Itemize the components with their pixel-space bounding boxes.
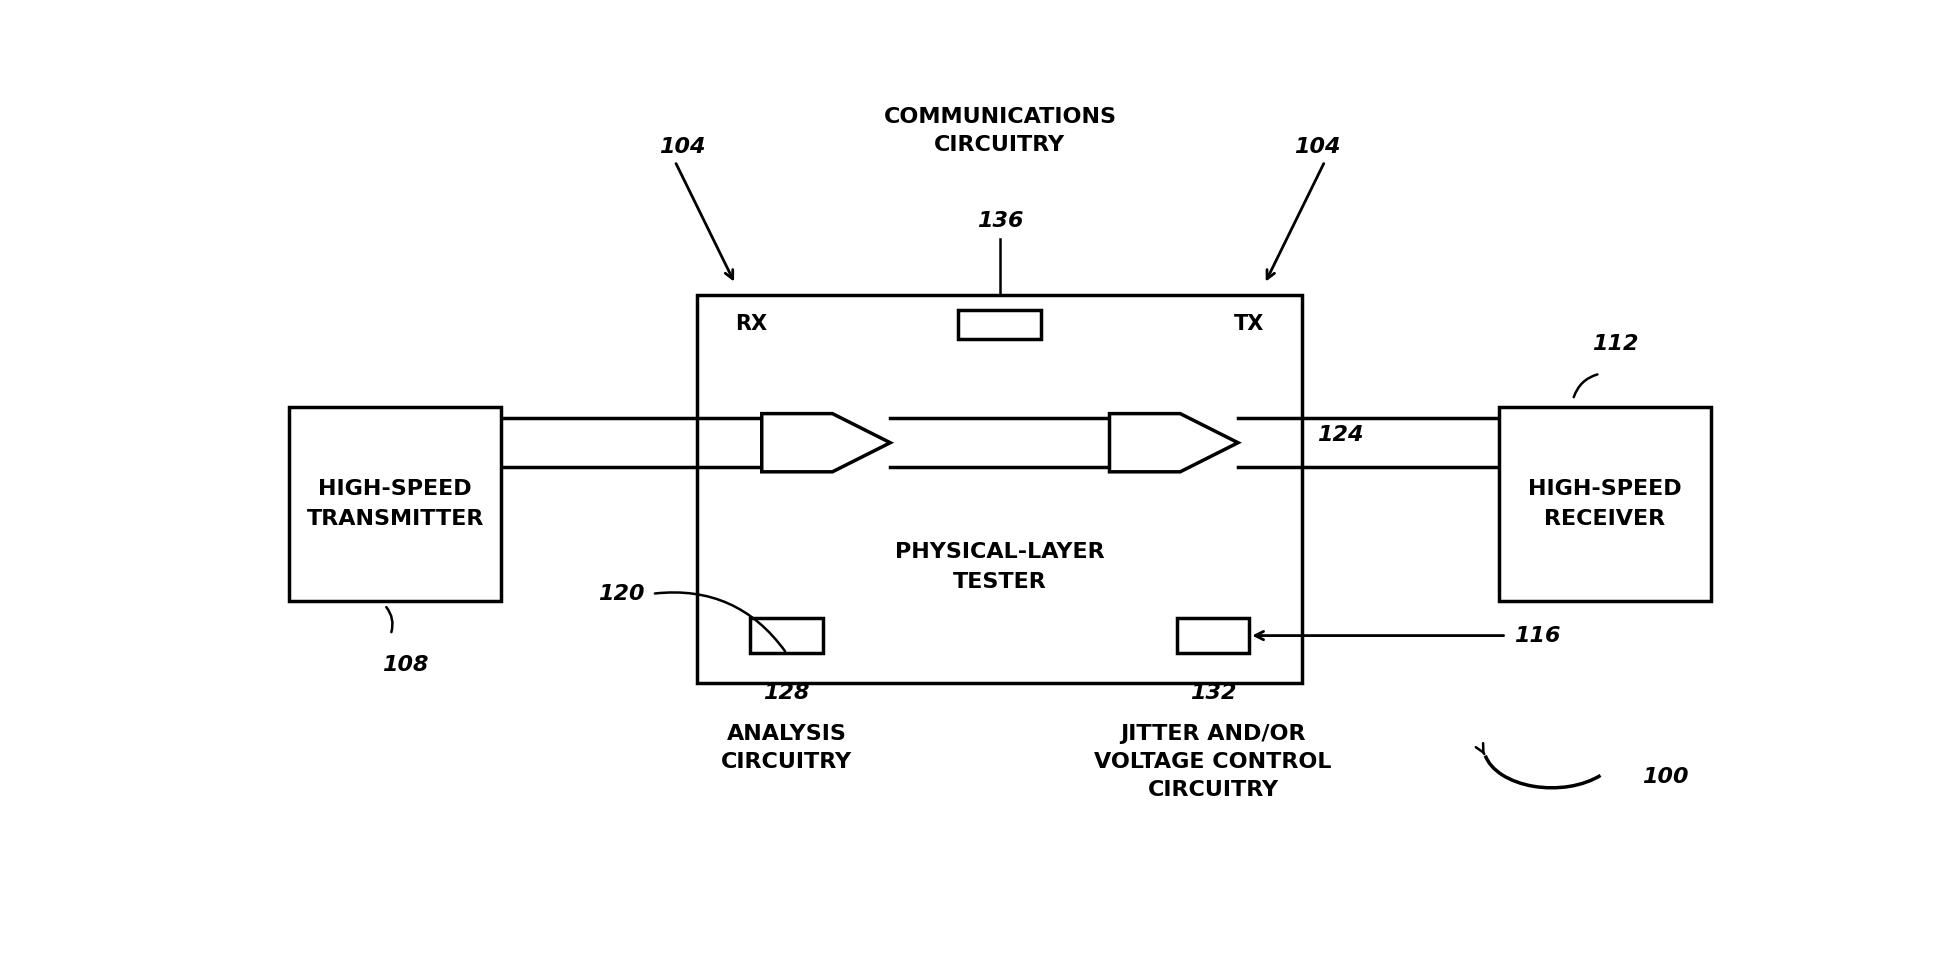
Text: 104: 104 xyxy=(1294,138,1340,157)
Text: JITTER AND/OR
VOLTAGE CONTROL
CIRCUITRY: JITTER AND/OR VOLTAGE CONTROL CIRCUITRY xyxy=(1095,725,1333,800)
Text: 136: 136 xyxy=(977,210,1022,231)
Bar xyxy=(1176,617,1249,653)
Text: RX: RX xyxy=(736,314,767,334)
Text: COMMUNICATIONS
CIRCUITRY: COMMUNICATIONS CIRCUITRY xyxy=(884,108,1116,155)
Text: 132: 132 xyxy=(1190,683,1237,703)
Polygon shape xyxy=(761,414,890,472)
Bar xyxy=(289,407,501,601)
Polygon shape xyxy=(1110,414,1239,472)
Text: 124: 124 xyxy=(1317,425,1364,445)
Text: 100: 100 xyxy=(1643,766,1690,787)
Text: 104: 104 xyxy=(659,138,706,157)
Text: 112: 112 xyxy=(1592,334,1639,354)
Bar xyxy=(1498,407,1711,601)
Text: TX: TX xyxy=(1235,314,1264,334)
Text: PHYSICAL-LAYER
TESTER: PHYSICAL-LAYER TESTER xyxy=(896,542,1104,592)
Bar xyxy=(751,617,823,653)
Text: HIGH-SPEED
TRANSMITTER: HIGH-SPEED TRANSMITTER xyxy=(306,480,484,529)
Text: HIGH-SPEED
RECEIVER: HIGH-SPEED RECEIVER xyxy=(1528,480,1682,529)
Text: 108: 108 xyxy=(382,655,429,674)
Bar xyxy=(958,310,1042,338)
Text: ANALYSIS
CIRCUITRY: ANALYSIS CIRCUITRY xyxy=(722,725,853,772)
Text: 116: 116 xyxy=(1514,626,1561,645)
Text: 128: 128 xyxy=(763,683,810,703)
Bar xyxy=(698,296,1303,683)
Text: 120: 120 xyxy=(599,583,644,604)
